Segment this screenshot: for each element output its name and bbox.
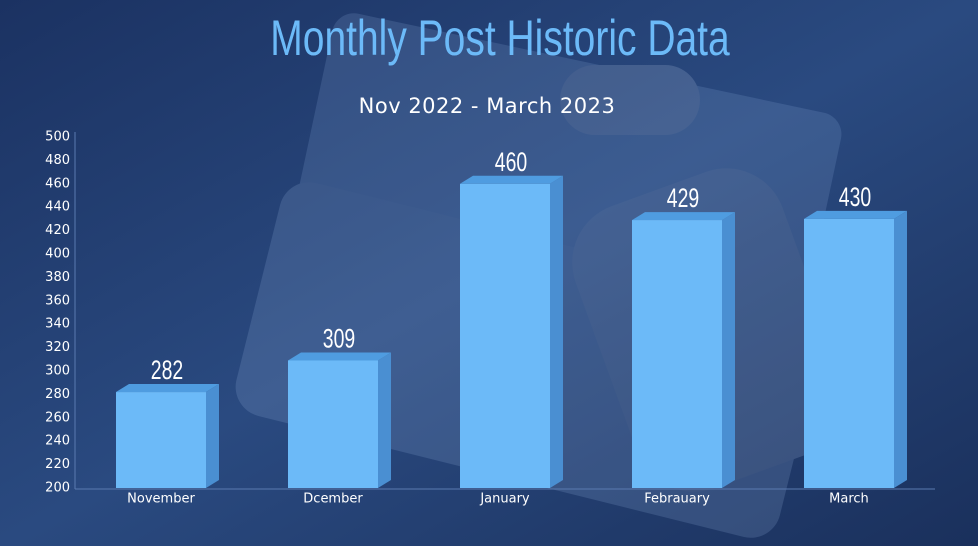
y-tick-label: 440 [45,200,70,215]
y-tick-label: 260 [45,410,70,425]
value-label: 282 [151,355,183,385]
bar-top [288,352,391,361]
bar [288,352,391,488]
x-tick-label: Dcember [303,492,363,507]
y-tick-label: 280 [45,387,70,402]
y-tick-label: 220 [45,457,70,472]
x-tick-label: Febrauary [644,492,710,507]
y-tick-label: 240 [45,434,70,449]
bar-front [116,392,206,488]
y-tick-label: 460 [45,176,70,191]
y-tick-label: 320 [45,340,70,355]
chart-title: Monthly Post Historic Data [270,9,729,66]
bar-side [550,175,563,489]
bar-front [288,360,378,488]
bar-top [632,212,735,221]
y-tick-label: 200 [45,481,70,496]
bar-front [804,218,894,488]
bar-side [206,384,219,488]
bar-top [116,384,219,393]
y-tick-label: 400 [45,247,70,262]
bar-side [722,212,735,488]
value-label: 460 [495,147,527,177]
bar-front [460,183,550,489]
y-tick-label: 360 [45,293,70,308]
x-tick-label: January [479,492,530,507]
chart-subtitle: Nov 2022 - March 2023 [359,94,616,118]
value-label: 430 [839,182,871,212]
y-tick-label: 420 [45,223,70,238]
bar-side [894,210,907,488]
bar-front [632,220,722,488]
bar [804,210,907,488]
y-tick-label: 380 [45,270,70,285]
bar [632,212,735,488]
y-tick-label: 300 [45,364,70,379]
bar-top [460,175,563,184]
y-tick-label: 480 [45,153,70,168]
y-tick-label: 500 [45,130,70,145]
value-label: 429 [667,183,699,213]
bar-top [804,210,907,219]
bar [116,384,219,488]
bar-side [378,352,391,488]
x-tick-label: March [829,492,869,507]
value-label: 309 [323,324,355,354]
bar [460,175,563,489]
x-tick-label: November [127,492,195,507]
y-tick-label: 340 [45,317,70,332]
